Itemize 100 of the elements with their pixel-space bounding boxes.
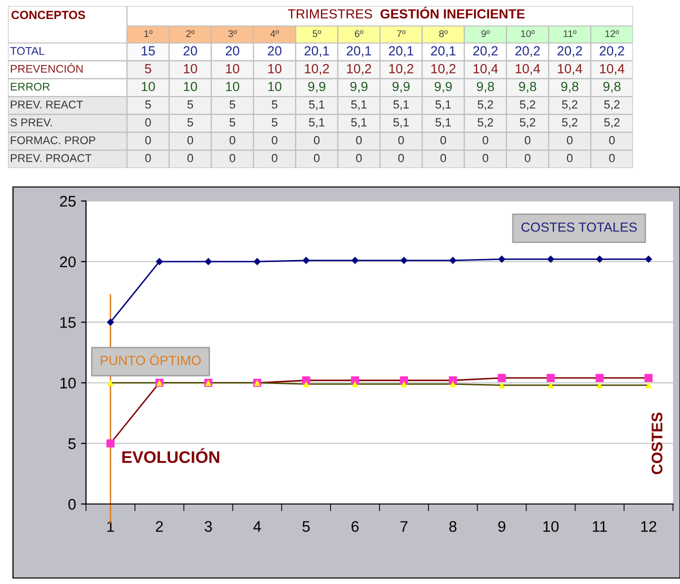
point — [400, 256, 408, 264]
data-label: 15 — [142, 46, 155, 56]
x-tick-label: 5º — [312, 30, 322, 38]
y-tick-label: 20 — [60, 256, 76, 268]
data-label: 0 — [356, 154, 362, 162]
x-tick-label: 3 — [204, 521, 212, 532]
data-label: 5,1 — [393, 118, 409, 128]
data-label: 20,2 — [473, 46, 498, 58]
data-label: 9,8 — [561, 82, 578, 93]
data-label: 0 — [524, 154, 530, 162]
annotation: PUNTO ÓPTIMO — [100, 354, 201, 366]
data-label: 9,8 — [476, 82, 494, 93]
point — [498, 382, 505, 388]
data-label: 0 — [482, 154, 488, 162]
data-label: 10 — [226, 82, 240, 92]
x-tick-label: 6 — [352, 521, 359, 532]
data-label: 10,4 — [516, 64, 540, 75]
data-label: 0 — [314, 136, 320, 144]
annotation: COSTES — [652, 412, 662, 474]
data-label: 0 — [482, 136, 488, 144]
data-label: 20 — [268, 46, 282, 56]
data-label: 10 — [142, 82, 155, 92]
x-tick-label: 8 — [449, 521, 456, 532]
data-label: 0 — [272, 154, 278, 162]
x-tick-label: 2 — [156, 521, 163, 532]
data-label: 0 — [566, 136, 573, 144]
data-label: 10 — [226, 64, 240, 74]
chart-title: TRIMESTRES — [288, 9, 372, 19]
data-label: 0 — [398, 154, 404, 162]
y-tick-label: S PREV. — [10, 118, 52, 126]
y-tick-label: 15 — [60, 317, 76, 328]
data-label: 5,1 — [309, 118, 324, 128]
data-label: 5 — [187, 118, 194, 127]
point — [546, 374, 555, 382]
y-tick-label: 5 — [68, 438, 76, 450]
x-tick-label: 11 — [592, 521, 607, 532]
data-label: 5,2 — [604, 100, 620, 110]
data-label: 20,2 — [558, 46, 582, 58]
data-label: 20 — [226, 46, 240, 56]
y-tick-label: PREVENCIÓN — [10, 63, 83, 73]
data-label: 9,8 — [603, 82, 621, 93]
y-tick-label: 10 — [60, 378, 76, 388]
data-label: 0 — [145, 136, 151, 144]
point — [450, 380, 456, 388]
data-label: 0 — [230, 136, 236, 144]
data-label: 0 — [145, 118, 151, 127]
data-label: 0 — [356, 136, 362, 144]
data-label: 5,2 — [478, 100, 494, 110]
data-label: 10,2 — [389, 64, 414, 75]
data-label: 0 — [609, 136, 615, 144]
y-tick-label: PREV. REACT — [10, 100, 83, 108]
x-tick-label: 7º — [397, 30, 406, 38]
data-label: 10,4 — [558, 64, 582, 75]
data-label: 5,2 — [604, 118, 620, 128]
data-label: 0 — [524, 136, 530, 144]
x-tick-label: 4º — [270, 30, 279, 38]
data-label: 20,1 — [346, 46, 372, 58]
data-label: 0 — [566, 154, 573, 162]
data-label: 20,1 — [304, 46, 329, 58]
point — [644, 256, 652, 263]
data-label: 10,2 — [347, 64, 372, 75]
data-label: 10 — [268, 82, 282, 92]
data-label: 9,9 — [392, 82, 410, 93]
point — [254, 258, 261, 266]
y-tick-label: TOTAL — [10, 47, 44, 55]
data-label: 5,1 — [309, 100, 324, 110]
x-tick-label: 3º — [228, 30, 237, 38]
point — [351, 256, 359, 264]
point — [156, 258, 164, 266]
data-label: 10,2 — [431, 64, 456, 75]
data-label: 5,1 — [351, 100, 367, 110]
y-tick-label: FORMAC. PROP — [10, 136, 96, 144]
x-tick-label: 2º — [186, 30, 195, 38]
point — [548, 382, 554, 388]
point — [596, 256, 604, 263]
data-label: 9,9 — [434, 82, 452, 93]
x-tick-label: 5 — [302, 521, 310, 532]
x-tick-label: 8º — [439, 30, 448, 38]
data-label: 0 — [440, 136, 446, 144]
point — [547, 256, 554, 263]
data-label: 9,9 — [350, 82, 368, 93]
data-label: 20,2 — [515, 46, 540, 58]
data-label: 0 — [314, 154, 320, 162]
x-tick-label: 1 — [107, 521, 114, 532]
y-tick-label: ERROR — [10, 82, 50, 91]
y-tick-label: 25 — [60, 196, 76, 207]
data-label: 10,4 — [474, 64, 498, 75]
point — [204, 258, 212, 266]
data-label: 5 — [145, 100, 151, 109]
y-tick-label: PREV. PROACT — [10, 154, 92, 162]
data-label: 5,2 — [562, 118, 578, 128]
point — [596, 382, 603, 388]
data-label: 5 — [230, 100, 236, 109]
data-label: 0 — [187, 154, 194, 162]
x-tick-label: 12 — [641, 521, 656, 532]
text: CONCEPTOS — [11, 10, 86, 20]
data-label: 20,1 — [388, 46, 414, 58]
data-label: 10 — [268, 64, 282, 74]
x-tick-label: 11º — [564, 30, 576, 38]
data-label: 5,1 — [436, 118, 451, 128]
